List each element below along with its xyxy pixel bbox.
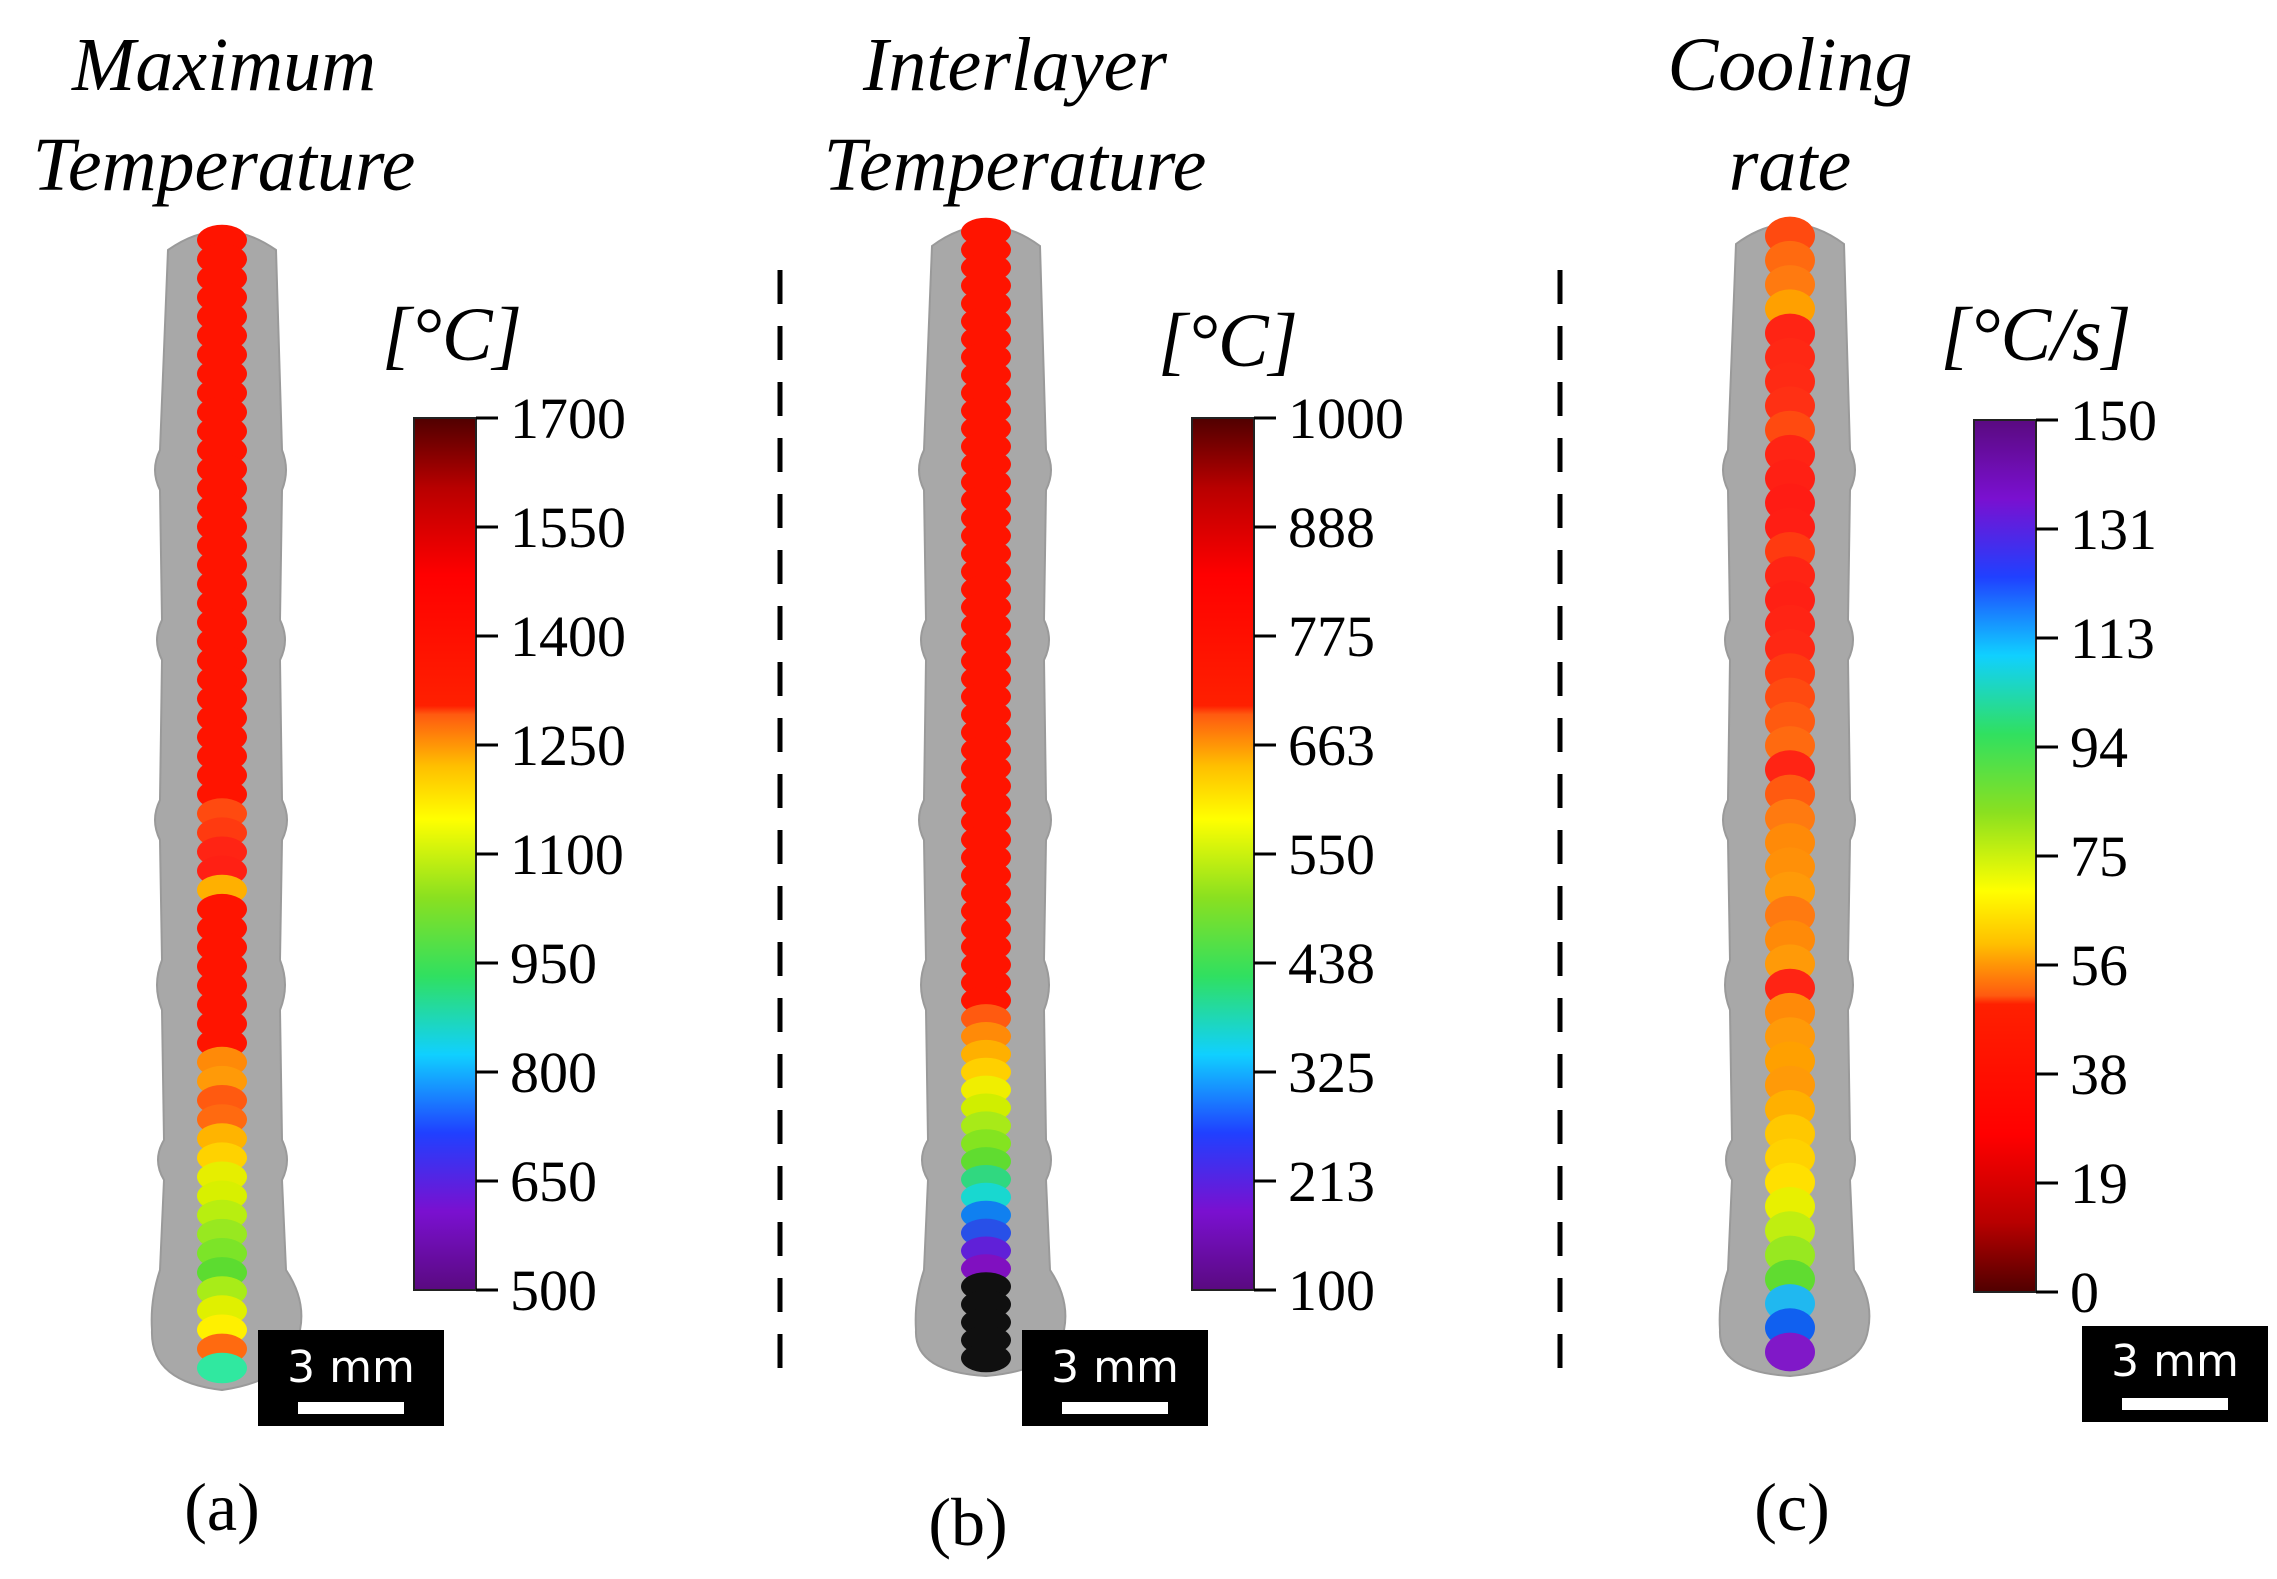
panel-a-colorbar [413, 417, 477, 1291]
panel-b-tick-label: 100 [1288, 1258, 1375, 1323]
panel-a-tick-label: 950 [510, 931, 597, 996]
panel-c: Cooling rate [°C/s] 150 131 113 94 75 56 38 19 0… [1668, 23, 2268, 1545]
panel-a-scale-bar-line [298, 1402, 404, 1414]
panel-a-tick-label: 650 [510, 1149, 597, 1214]
panel-c-scale-bar-line [2122, 1398, 2228, 1410]
panel-b-bead-column [961, 217, 1011, 1373]
panel-b-label: (b) [928, 1484, 1007, 1560]
panel-a-tick-label: 1250 [510, 713, 626, 778]
panel-b-colorbar-ticks: 1000 888 775 663 550 438 325 213 100 [1254, 386, 1404, 1323]
panel-c-tick-label: 19 [2070, 1151, 2128, 1216]
panel-a-tick-label: 1400 [510, 604, 626, 669]
panel-c-tick-label: 150 [2070, 388, 2157, 453]
panel-a-scale-bar-label: 3 mm [287, 1342, 415, 1393]
panel-a-bead [197, 1352, 247, 1384]
panel-c-title-line1: Cooling [1668, 23, 1913, 107]
panel-a-label: (a) [184, 1469, 259, 1545]
panel-a-tick-label: 500 [510, 1258, 597, 1323]
panel-c-tick-label: 75 [2070, 824, 2128, 889]
panel-a-tick-label: 1100 [510, 822, 624, 887]
panel-a-bead-column [197, 224, 247, 1384]
panel-b-tick-label: 550 [1288, 822, 1375, 887]
panel-c-colorbar-ticks: 150 131 113 94 75 56 38 19 0 [2036, 388, 2157, 1325]
panel-b-tick-label: 213 [1288, 1149, 1375, 1214]
panel-b-tick-label: 325 [1288, 1040, 1375, 1105]
panel-c-tick-label: 113 [2070, 606, 2155, 671]
panel-c-tick-label: 0 [2070, 1260, 2099, 1325]
panel-c-tick-label: 94 [2070, 715, 2128, 780]
panel-c-bead [1765, 1332, 1815, 1372]
panel-b-scale-bar-label: 3 mm [1051, 1342, 1179, 1393]
panel-a-tick-label: 1550 [510, 495, 626, 560]
panel-b-title-line2: Temperature [824, 123, 1207, 207]
panel-a-colorbar-ticks: 1700 1550 1400 1250 1100 950 800 650 500 [476, 386, 626, 1323]
panel-b-bead [961, 1343, 1011, 1373]
panel-b-tick-label: 775 [1288, 604, 1375, 669]
panel-b-colorbar [1191, 417, 1255, 1291]
panel-a-unit-label: [°C] [382, 293, 522, 377]
panel-a-title-line2: Temperature [33, 123, 416, 207]
panel-c-colorbar [1973, 419, 2037, 1293]
panel-c-unit-label: [°C/s] [1941, 293, 2132, 377]
panel-c-bead-column [1765, 216, 1815, 1372]
panel-a-tick-label: 800 [510, 1040, 597, 1105]
panel-b-unit-label: [°C] [1158, 299, 1298, 383]
panel-c-label: (c) [1754, 1469, 1829, 1545]
panel-c-tick-label: 56 [2070, 933, 2128, 998]
panel-b-scale-bar-line [1062, 1402, 1168, 1414]
panel-b-tick-label: 1000 [1288, 386, 1404, 451]
panel-b-title-line1: Interlayer [862, 23, 1167, 107]
panel-a-tick-label: 1700 [510, 386, 626, 451]
panel-a: Maximum Temperature [°C] 1700 1550 1400 125… [33, 23, 626, 1545]
panel-b-tick-label: 888 [1288, 495, 1375, 560]
panel-b-tick-label: 438 [1288, 931, 1375, 996]
panel-b: Interlayer Temperature [°C] 1000 888 775 66… [824, 23, 1404, 1560]
panel-b-tick-label: 663 [1288, 713, 1375, 778]
panel-c-tick-label: 131 [2070, 497, 2157, 562]
panel-c-tick-label: 38 [2070, 1042, 2128, 1107]
panel-a-title-line1: Maximum [71, 23, 376, 107]
panel-c-scale-bar-label: 3 mm [2111, 1336, 2239, 1387]
panel-c-title-line2: rate [1729, 123, 1851, 207]
